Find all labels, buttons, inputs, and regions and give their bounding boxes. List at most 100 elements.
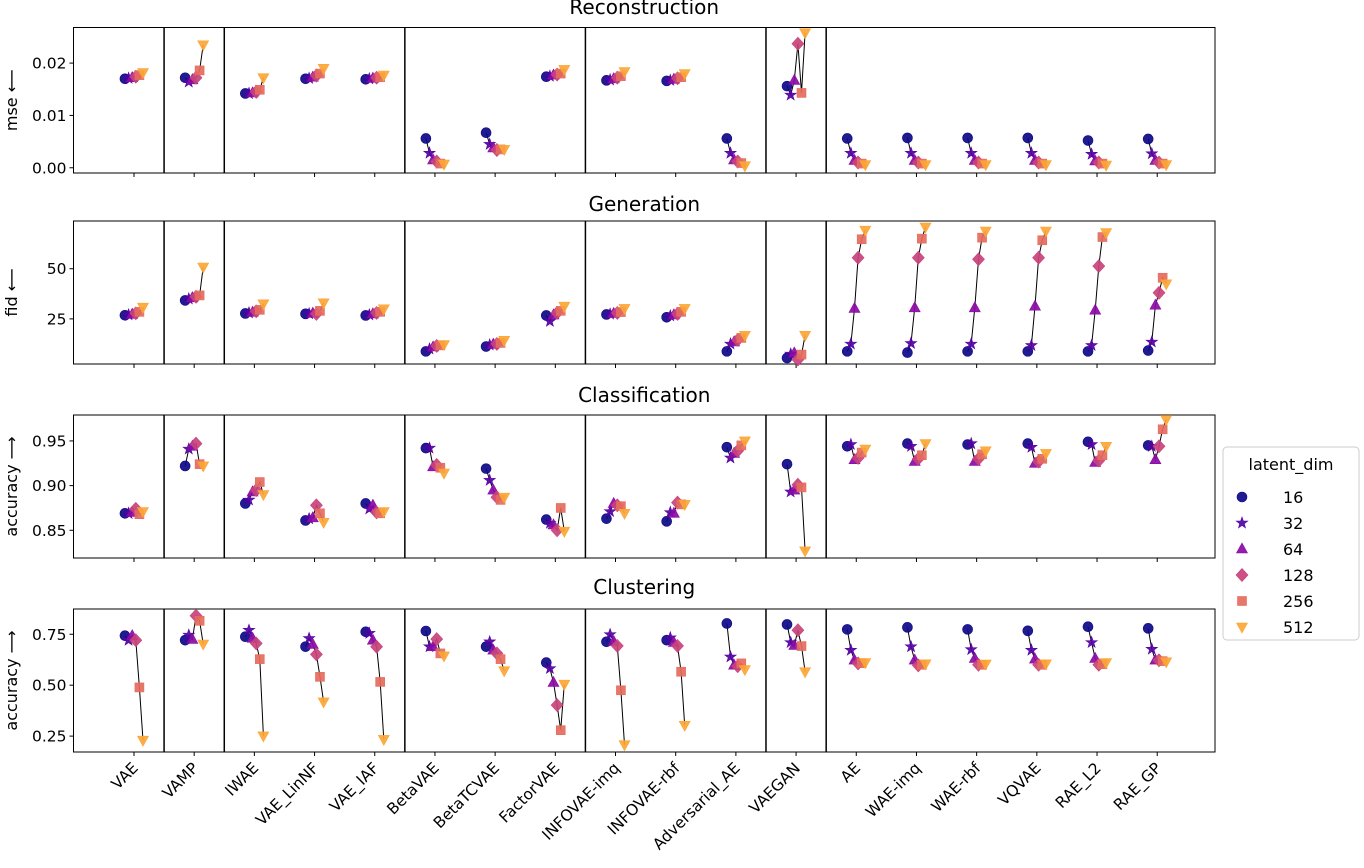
data-point-256 — [254, 477, 265, 487]
data-point-512 — [558, 65, 571, 77]
x-tick-label: VAE — [108, 759, 142, 793]
data-point-512 — [317, 298, 330, 310]
data-point-32 — [1145, 146, 1159, 160]
panel-title: Classification — [578, 383, 710, 407]
plot-frame — [73, 414, 1216, 559]
data-point-32 — [663, 630, 677, 644]
data-point-64 — [1028, 299, 1042, 311]
data-point-32 — [1145, 642, 1159, 655]
data-point-32 — [964, 146, 978, 159]
y-tick-label: 50 — [47, 260, 67, 278]
data-point-64 — [908, 301, 921, 313]
data-point-32 — [904, 639, 918, 653]
legend-label: 256 — [1283, 592, 1314, 611]
data-point-512 — [197, 40, 210, 52]
data-point-16 — [841, 624, 853, 635]
data-point-512 — [919, 222, 932, 234]
data-point-512 — [618, 740, 631, 752]
data-point-512 — [136, 302, 150, 314]
legend-label: 128 — [1283, 566, 1314, 585]
y-tick-label: 0.85 — [32, 522, 67, 540]
data-point-16 — [962, 624, 973, 635]
data-point-16 — [1082, 346, 1094, 357]
data-point-512 — [859, 658, 872, 670]
x-tick-label: VAE_IAF — [326, 759, 383, 816]
y-tick-label: 0.25 — [32, 728, 67, 746]
data-point-512 — [1160, 657, 1173, 669]
x-tick-label: AE — [837, 759, 864, 786]
legend-marker-16 — [1236, 491, 1248, 503]
data-point-32 — [844, 643, 858, 656]
data-point-512 — [799, 28, 812, 40]
data-point-512 — [859, 225, 872, 237]
data-point-16 — [1022, 346, 1034, 357]
data-point-256 — [315, 68, 325, 79]
data-point-256 — [977, 232, 987, 243]
data-point-32 — [723, 146, 738, 159]
y-axis-label: fid ⟵ — [2, 268, 21, 316]
data-point-256 — [856, 234, 867, 245]
data-point-16 — [1022, 625, 1034, 637]
data-point-256 — [194, 65, 205, 76]
data-point-512 — [1100, 160, 1113, 172]
data-point-256 — [555, 725, 566, 736]
data-point-512 — [257, 73, 270, 85]
data-point-64 — [186, 632, 199, 644]
data-point-256 — [917, 233, 927, 244]
data-point-512 — [1160, 279, 1173, 291]
data-point-16 — [841, 346, 853, 357]
data-point-32 — [242, 493, 256, 506]
data-point-512 — [558, 526, 571, 538]
data-point-32 — [904, 146, 918, 159]
data-point-32 — [422, 441, 437, 454]
legend-marker-512 — [1235, 622, 1249, 634]
data-point-256 — [315, 672, 325, 682]
data-point-512 — [136, 507, 150, 519]
legend-label: 16 — [1283, 488, 1303, 507]
data-point-32 — [1024, 146, 1038, 159]
data-point-128 — [972, 252, 985, 267]
legend-marker-256 — [1237, 596, 1247, 606]
data-point-512 — [738, 161, 751, 173]
data-point-32 — [603, 504, 617, 518]
data-point-512 — [437, 159, 451, 171]
data-point-32 — [1145, 334, 1159, 348]
data-point-64 — [547, 675, 560, 687]
data-point-512 — [1100, 441, 1113, 453]
data-point-512 — [317, 64, 330, 75]
data-point-32 — [182, 628, 196, 641]
data-point-512 — [738, 436, 751, 448]
data-point-32 — [844, 337, 858, 350]
data-point-16 — [1142, 623, 1154, 634]
data-point-256 — [315, 306, 325, 316]
data-point-512 — [1039, 659, 1052, 671]
data-point-256 — [1097, 450, 1108, 461]
y-axis-label: accuracy ⟶ — [2, 436, 21, 536]
data-point-512 — [618, 304, 631, 316]
data-point-16 — [1142, 345, 1154, 356]
data-point-64 — [1149, 453, 1162, 465]
data-point-16 — [661, 516, 672, 527]
data-point-512 — [618, 508, 631, 520]
data-point-32 — [483, 634, 497, 648]
data-point-512 — [437, 651, 451, 663]
data-point-512 — [799, 667, 812, 679]
legend: latent_dim 16 32 64 128 256 512 — [1222, 446, 1360, 641]
data-point-128 — [370, 639, 384, 654]
data-point-16 — [721, 618, 733, 629]
data-point-256 — [1157, 424, 1168, 435]
data-point-32 — [603, 627, 617, 641]
data-point-16 — [962, 346, 973, 357]
data-point-512 — [919, 439, 932, 451]
panel-title: Generation — [588, 192, 700, 216]
data-point-512 — [197, 262, 210, 274]
data-point-512 — [257, 299, 270, 311]
data-point-512 — [919, 659, 932, 671]
data-point-512 — [498, 145, 511, 157]
x-tick-label: VAMP — [159, 759, 202, 802]
data-point-512 — [136, 735, 150, 747]
data-point-32 — [1024, 440, 1038, 453]
data-point-256 — [254, 654, 265, 664]
data-point-512 — [136, 68, 150, 80]
legend-frame — [1222, 446, 1360, 641]
